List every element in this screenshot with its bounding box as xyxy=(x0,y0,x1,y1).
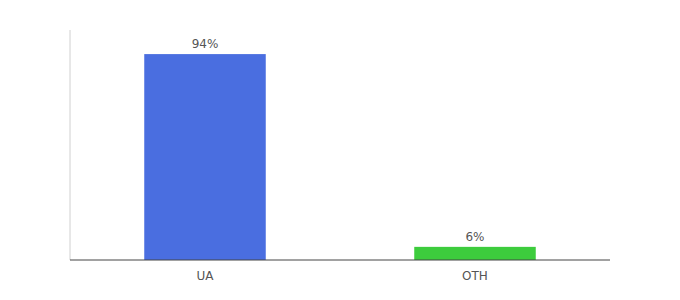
x-axis-line xyxy=(70,260,610,261)
chart-container: 94% 6% UA OTH xyxy=(0,0,680,300)
x-tick-label: OTH xyxy=(462,269,488,283)
bar xyxy=(144,54,266,260)
data-label: 6% xyxy=(465,230,484,244)
x-tick-label: UA xyxy=(197,269,215,283)
data-label: 94% xyxy=(192,37,219,51)
bar xyxy=(414,247,536,260)
chart-svg: 94% 6% UA OTH xyxy=(0,0,680,300)
y-axis-line xyxy=(70,30,71,260)
bars xyxy=(144,54,536,260)
